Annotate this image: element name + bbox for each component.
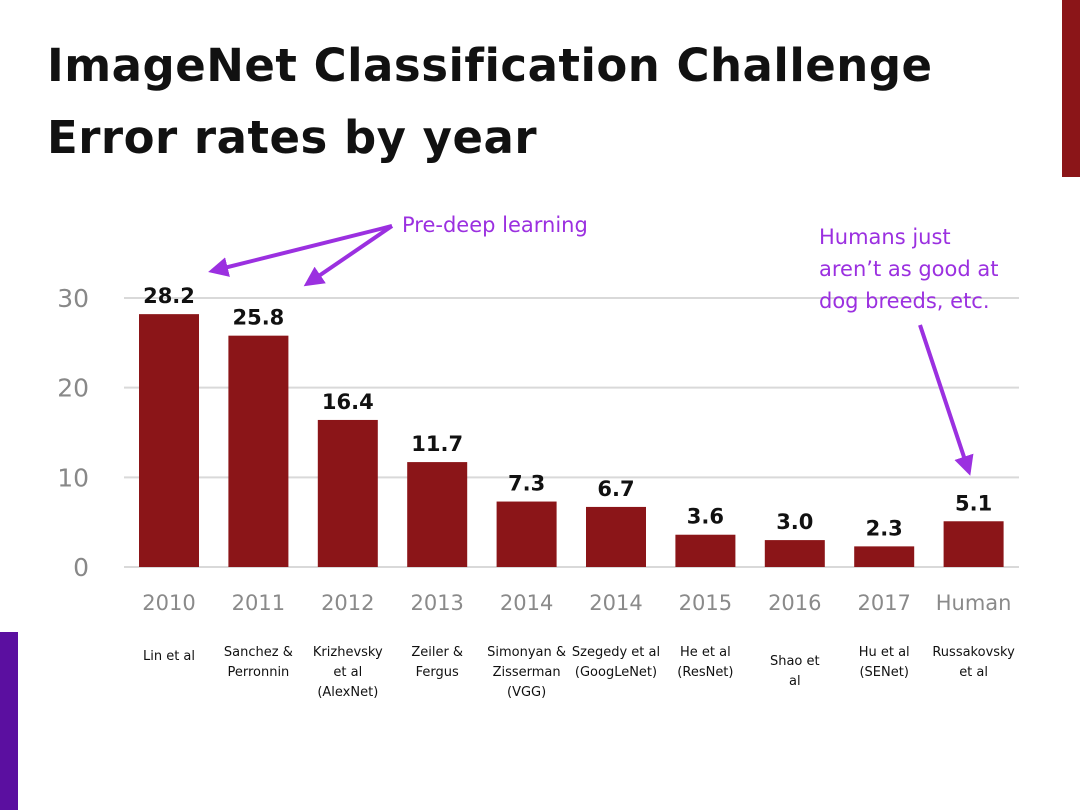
bar-0 (139, 314, 199, 567)
slide-title: ImageNet Classification Challenge Error … (47, 30, 933, 174)
category-label-1: 2011 (232, 591, 285, 615)
author-label-3-1: Fergus (416, 665, 459, 680)
annotation-humans-line-0: Humans just (819, 225, 951, 249)
accent-bar-left (0, 632, 18, 810)
value-label-2: 16.4 (322, 390, 374, 414)
y-tick-label-10: 10 (57, 463, 89, 492)
annotation-arrow-human (918, 324, 974, 476)
bar-7 (764, 540, 825, 567)
value-label-6: 3.6 (687, 505, 724, 529)
title-line-1: ImageNet Classification Challenge (47, 39, 933, 92)
author-label-6-1: (ResNet) (677, 665, 733, 680)
author-label-5-0: Szegedy et al (572, 645, 660, 660)
title-line-2: Error rates by year (47, 111, 538, 164)
author-label-8-0: Hu et al (859, 645, 910, 660)
author-label-4-2: (VGG) (507, 685, 546, 700)
bar-1 (228, 335, 289, 567)
value-label-8: 2.3 (866, 516, 903, 540)
bar-9 (943, 521, 1004, 567)
value-label-5: 6.7 (597, 477, 634, 501)
author-label-9-0: Russakovsky (932, 645, 1015, 660)
author-label-4-0: Simonyan & (487, 645, 566, 660)
author-label-9-1: et al (959, 665, 988, 680)
bar-2 (317, 419, 378, 567)
annotation-arrow-0 (208, 224, 393, 277)
value-label-4: 7.3 (508, 472, 545, 496)
y-tick-label-30: 30 (57, 284, 89, 313)
annotation-pre-deep-learning: Pre-deep learning (402, 213, 588, 237)
value-label-9: 5.1 (955, 491, 992, 515)
category-label-0: 2010 (142, 591, 195, 615)
accent-bar-right (1062, 0, 1080, 177)
category-label-9: Human (936, 591, 1012, 615)
author-label-5-1: (GoogLeNet) (575, 665, 657, 680)
category-label-2: 2012 (321, 591, 374, 615)
author-label-1-0: Sanchez & (224, 645, 293, 660)
author-label-2-2: (AlexNet) (317, 685, 378, 700)
value-label-0: 28.2 (143, 284, 195, 308)
author-label-7-1: al (789, 674, 801, 689)
bar-3 (407, 462, 468, 567)
author-label-4-1: Zisserman (493, 665, 561, 680)
bar-8 (854, 546, 915, 567)
author-label-6-0: He et al (680, 645, 731, 660)
category-label-5: 2014 (589, 591, 642, 615)
author-label-2-1: et al (333, 665, 362, 680)
category-label-6: 2015 (679, 591, 732, 615)
y-tick-label-0: 0 (73, 553, 89, 582)
bar-5 (586, 506, 646, 567)
category-label-4: 2014 (500, 591, 553, 615)
author-label-3-0: Zeiler & (411, 645, 463, 660)
value-label-3: 11.7 (411, 432, 463, 456)
author-label-2-0: Krizhevsky (313, 645, 383, 660)
value-label-7: 3.0 (776, 510, 813, 534)
annotation-humans-line-2: dog breeds, etc. (819, 289, 990, 313)
author-label-0-0: Lin et al (143, 649, 195, 664)
value-label-1: 25.8 (232, 306, 284, 330)
bar-6 (675, 534, 736, 567)
category-label-7: 2016 (768, 591, 821, 615)
author-label-8-1: (SENet) (859, 665, 908, 680)
bar-4 (496, 501, 557, 567)
author-label-1-1: Perronnin (227, 665, 289, 680)
annotation-humans-line-1: aren’t as good at (819, 257, 998, 281)
category-label-3: 2013 (410, 591, 463, 615)
annotation-arrow-1 (303, 224, 394, 287)
category-label-8: 2017 (857, 591, 910, 615)
y-tick-label-20: 20 (57, 374, 89, 403)
author-label-7-0: Shao et (770, 654, 820, 669)
